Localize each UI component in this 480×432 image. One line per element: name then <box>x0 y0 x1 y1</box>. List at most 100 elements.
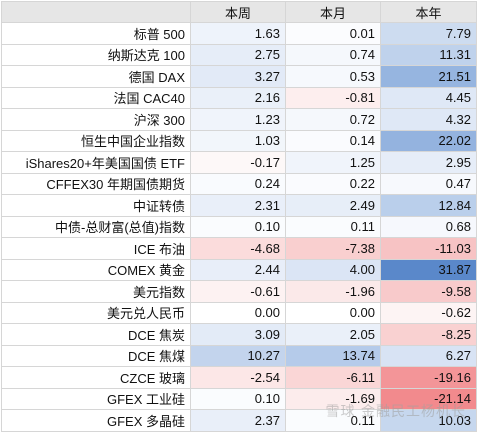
month-return-cell: 2.49 <box>285 194 381 217</box>
week-return-cell: 2.44 <box>190 258 286 281</box>
table-row: 标普 500 1.63 0.01 7.79 <box>1 22 477 45</box>
asset-name-cell: CZCE 玻璃 <box>1 366 191 389</box>
month-return-cell: 13.74 <box>285 344 381 367</box>
asset-name-cell: CFFEX30 年期国债期货 <box>1 172 191 195</box>
week-return-cell: 1.03 <box>190 129 286 152</box>
header-blank <box>1 1 191 23</box>
year-return-cell: -8.25 <box>380 323 477 346</box>
header-month[interactable]: 本月 <box>285 1 381 23</box>
asset-name-cell: COMEX 黄金 <box>1 258 191 281</box>
table-row: GFEX 工业硅 0.10 -1.69 -21.14 <box>1 387 477 410</box>
month-return-cell: 0.11 <box>285 215 381 238</box>
year-return-cell: 4.32 <box>380 108 477 131</box>
asset-name-cell: 德国 DAX <box>1 65 191 88</box>
year-return-cell: 31.87 <box>380 258 477 281</box>
year-return-cell: 6.27 <box>380 344 477 367</box>
month-return-cell: 0.22 <box>285 172 381 195</box>
year-return-cell: 0.47 <box>380 172 477 195</box>
month-return-cell: 1.25 <box>285 151 381 174</box>
asset-name-cell: 标普 500 <box>1 22 191 45</box>
asset-name-cell: 恒生中国企业指数 <box>1 129 191 152</box>
header-week[interactable]: 本周 <box>190 1 286 23</box>
asset-name-cell: 沪深 300 <box>1 108 191 131</box>
asset-name-cell: 美元指数 <box>1 280 191 303</box>
month-return-cell: -0.81 <box>285 86 381 109</box>
table-row: 德国 DAX 3.27 0.53 21.51 <box>1 65 477 88</box>
week-return-cell: 2.75 <box>190 43 286 66</box>
week-return-cell: 0.10 <box>190 387 286 410</box>
table-row: 法国 CAC40 2.16 -0.81 4.45 <box>1 86 477 109</box>
year-return-cell: 22.02 <box>380 129 477 152</box>
week-return-cell: 0.24 <box>190 172 286 195</box>
table-row: DCE 焦煤 10.27 13.74 6.27 <box>1 344 477 367</box>
year-return-cell: -19.16 <box>380 366 477 389</box>
table-row: ICE 布油 -4.68 -7.38 -11.03 <box>1 237 477 260</box>
watermark: 雪球 金融民工杨机长 <box>325 404 466 420</box>
month-return-cell: 0.72 <box>285 108 381 131</box>
asset-name-cell: 纳斯达克 100 <box>1 43 191 66</box>
month-return-cell: 0.00 <box>285 301 381 324</box>
month-return-cell: -1.69 <box>285 387 381 410</box>
year-return-cell: 21.51 <box>380 65 477 88</box>
asset-name-cell: GFEX 工业硅 <box>1 387 191 410</box>
month-return-cell: -6.11 <box>285 366 381 389</box>
week-return-cell: 2.16 <box>190 86 286 109</box>
month-return-cell: 0.74 <box>285 43 381 66</box>
month-return-cell: 0.01 <box>285 22 381 45</box>
table-row: 纳斯达克 100 2.75 0.74 11.31 <box>1 43 477 66</box>
year-return-cell: 2.95 <box>380 151 477 174</box>
week-return-cell: 2.37 <box>190 409 286 432</box>
table-row: 美元兑人民币 0.00 0.00 -0.62 <box>1 301 477 324</box>
year-return-cell: 0.68 <box>380 215 477 238</box>
month-return-cell: 4.00 <box>285 258 381 281</box>
month-return-cell: -7.38 <box>285 237 381 260</box>
year-return-cell: 12.84 <box>380 194 477 217</box>
month-return-cell: 0.53 <box>285 65 381 88</box>
asset-name-cell: ICE 布油 <box>1 237 191 260</box>
asset-name-cell: DCE 焦煤 <box>1 344 191 367</box>
week-return-cell: -2.54 <box>190 366 286 389</box>
month-return-cell: 2.05 <box>285 323 381 346</box>
asset-name-cell: 中证转债 <box>1 194 191 217</box>
week-return-cell: -4.68 <box>190 237 286 260</box>
week-return-cell: 3.09 <box>190 323 286 346</box>
asset-name-cell: 美元兑人民币 <box>1 301 191 324</box>
week-return-cell: 10.27 <box>190 344 286 367</box>
week-return-cell: -0.61 <box>190 280 286 303</box>
table-row: 美元指数 -0.61 -1.96 -9.58 <box>1 280 477 303</box>
year-return-cell: -11.03 <box>380 237 477 260</box>
month-return-cell: -1.96 <box>285 280 381 303</box>
week-return-cell: 1.23 <box>190 108 286 131</box>
header-row: 本周 本月 本年 <box>1 1 477 23</box>
asset-name-cell: GFEX 多晶硅 <box>1 409 191 432</box>
month-return-cell: 0.11 <box>285 409 381 432</box>
year-return-cell: 11.31 <box>380 43 477 66</box>
header-year[interactable]: 本年 <box>380 1 477 23</box>
table-row: 恒生中国企业指数 1.03 0.14 22.02 <box>1 129 477 152</box>
table-row: DCE 焦炭 3.09 2.05 -8.25 <box>1 323 477 346</box>
asset-name-cell: DCE 焦炭 <box>1 323 191 346</box>
table-row: CFFEX30 年期国债期货 0.24 0.22 0.47 <box>1 172 477 195</box>
month-return-cell: 0.14 <box>285 129 381 152</box>
asset-name-cell: 法国 CAC40 <box>1 86 191 109</box>
table-row: 沪深 300 1.23 0.72 4.32 <box>1 108 477 131</box>
year-return-cell: -0.62 <box>380 301 477 324</box>
year-return-cell: 7.79 <box>380 22 477 45</box>
week-return-cell: 0.10 <box>190 215 286 238</box>
week-return-cell: 0.00 <box>190 301 286 324</box>
table-row: 中证转债 2.31 2.49 12.84 <box>1 194 477 217</box>
week-return-cell: -0.17 <box>190 151 286 174</box>
week-return-cell: 1.63 <box>190 22 286 45</box>
week-return-cell: 3.27 <box>190 65 286 88</box>
week-return-cell: 2.31 <box>190 194 286 217</box>
asset-name-cell: iShares20+年美国国债 ETF <box>1 151 191 174</box>
table-row: COMEX 黄金 2.44 4.00 31.87 <box>1 258 477 281</box>
table-row: 中债-总财富(总值)指数 0.10 0.11 0.68 <box>1 215 477 238</box>
year-return-cell: -9.58 <box>380 280 477 303</box>
year-return-cell: 4.45 <box>380 86 477 109</box>
table-row: iShares20+年美国国债 ETF -0.17 1.25 2.95 <box>1 151 477 174</box>
table-row: CZCE 玻璃 -2.54 -6.11 -19.16 <box>1 366 477 389</box>
asset-name-cell: 中债-总财富(总值)指数 <box>1 215 191 238</box>
